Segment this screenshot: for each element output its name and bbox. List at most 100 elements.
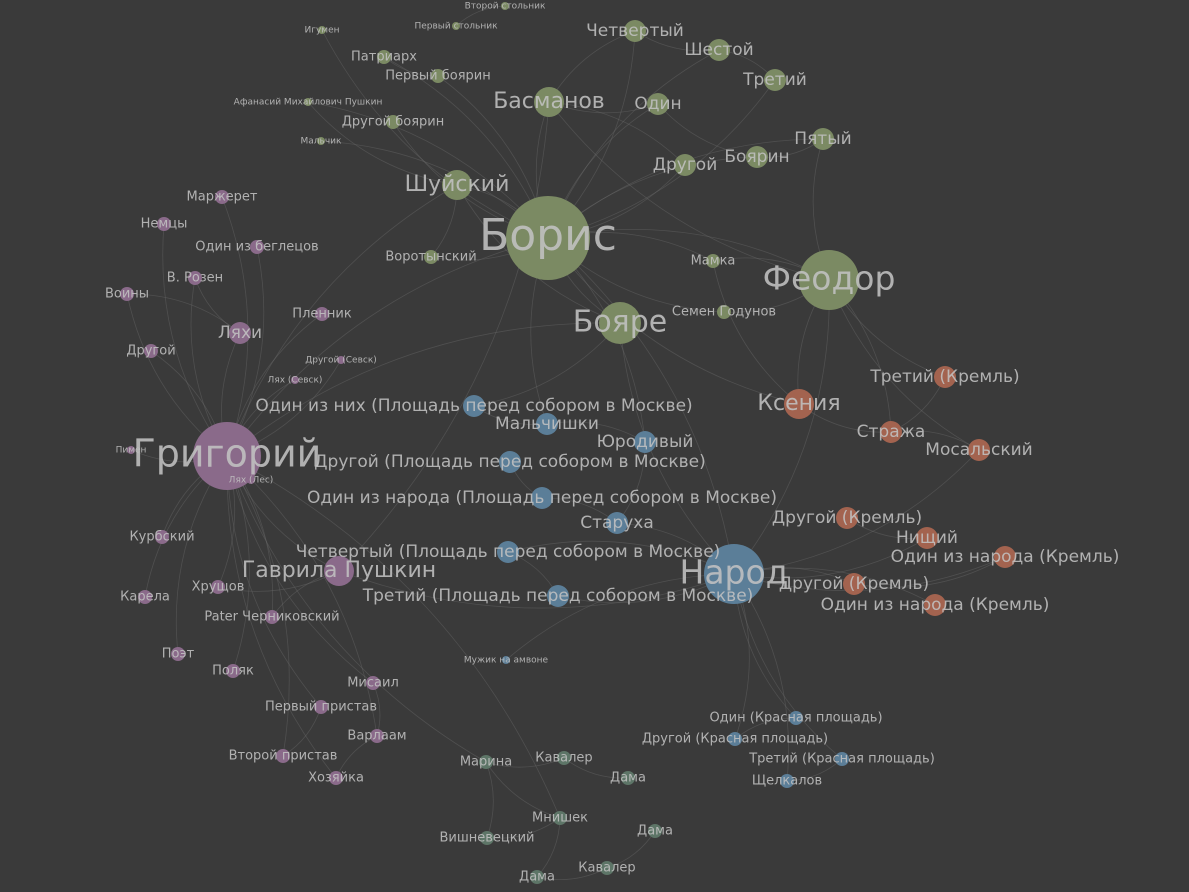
node-label-pater: Pater Черниковский (204, 610, 339, 625)
node-dama-1[interactable] (621, 771, 635, 785)
node-polyak[interactable] (226, 664, 240, 678)
node-lyakh-les[interactable] (247, 476, 255, 484)
node-kavaler-1[interactable] (557, 751, 571, 765)
node-rozen[interactable] (188, 271, 202, 285)
node-shestoy[interactable] (708, 39, 730, 61)
node-pyaty[interactable] (812, 128, 834, 150)
edge-grigory-perv-pristav (226, 455, 322, 708)
node-drugoy-sevsk[interactable] (337, 356, 345, 364)
node-khozyaika[interactable] (329, 771, 343, 785)
node-odin-naroda-ploshchad[interactable] (531, 487, 553, 509)
node-vishnevetsky[interactable] (480, 831, 494, 845)
edge-ksenia-mamka (712, 260, 800, 405)
node-odin-krasnaya[interactable] (789, 711, 803, 725)
node-boyarin[interactable] (746, 146, 768, 168)
edge-grigory-mnishek (226, 455, 561, 819)
edge-feodor-narod (733, 279, 830, 575)
node-mosalsky[interactable] (968, 439, 990, 461)
edge-perv-stolnik-vtor-stolnik (455, 5, 506, 27)
node-semen[interactable] (717, 305, 731, 319)
node-chetverty-ploshchad[interactable] (497, 541, 519, 563)
node-drugoy-left[interactable] (144, 344, 158, 358)
node-nemtsy[interactable] (157, 217, 171, 231)
node-patriarkh[interactable] (377, 50, 391, 64)
node-grigory[interactable] (193, 422, 261, 490)
node-basmanov[interactable] (534, 87, 564, 117)
node-trety-krasnaya[interactable] (835, 752, 849, 766)
edge-grigory-varlaam (226, 455, 378, 737)
node-boyare[interactable] (599, 302, 641, 344)
node-nishchy[interactable] (916, 527, 938, 549)
node-varlaam[interactable] (370, 729, 384, 743)
node-malchik[interactable] (317, 137, 325, 145)
node-muzhik[interactable] (502, 656, 510, 664)
node-label-grigory: Григорий (133, 432, 322, 476)
node-pimen[interactable] (127, 446, 135, 454)
node-vorotynsky[interactable] (424, 250, 438, 264)
node-malchishki[interactable] (536, 413, 558, 435)
node-shuisky[interactable] (442, 170, 472, 200)
node-trety[interactable] (764, 69, 786, 91)
node-drugoy-ploshchad[interactable] (499, 451, 521, 473)
edge-grigory-misail (226, 455, 374, 684)
node-narod[interactable] (704, 544, 764, 604)
node-plennik[interactable] (315, 307, 329, 321)
node-starukha[interactable] (606, 512, 628, 534)
node-feodor[interactable] (799, 250, 859, 310)
node-karela[interactable] (138, 590, 152, 604)
node-kavaler-2[interactable] (600, 861, 614, 875)
node-lyakh-sevsk[interactable] (291, 376, 299, 384)
node-drugoy-krasnaya[interactable] (728, 732, 742, 746)
node-voiny[interactable] (120, 287, 134, 301)
node-yurodivy[interactable] (634, 431, 656, 453)
node-perv-boyarin[interactable] (431, 69, 445, 83)
node-kurbsky[interactable] (155, 530, 169, 544)
node-odin-beglets[interactable] (250, 240, 264, 254)
node-markeret[interactable] (215, 190, 229, 204)
node-odin-nikh[interactable] (463, 395, 485, 417)
node-perv-stolnik[interactable] (452, 22, 460, 30)
node-ksenia[interactable] (784, 389, 814, 419)
node-poet[interactable] (171, 647, 185, 661)
node-trety-ploshchad[interactable] (547, 585, 569, 607)
node-strazha[interactable] (880, 421, 902, 443)
node-odin-naroda-kreml-2[interactable] (924, 594, 946, 616)
edge-narod-muzhik (505, 573, 735, 661)
node-label-mnishek: Мнишек (532, 811, 588, 826)
node-label-mosalsky: Мосальский (925, 440, 1032, 460)
node-lyakhi[interactable] (229, 322, 251, 344)
node-shchelkalov[interactable] (780, 774, 794, 788)
node-label-ksenia: Ксения (757, 391, 840, 416)
node-khrushchov[interactable] (211, 580, 225, 594)
node-boris[interactable] (506, 196, 590, 280)
node-pater[interactable] (265, 610, 279, 624)
node-marina[interactable] (479, 755, 493, 769)
node-drugoy-kreml-2[interactable] (843, 573, 865, 595)
node-label-muzhik: Мужик на амвоне (464, 656, 549, 666)
node-chetverty[interactable] (624, 20, 646, 42)
node-afanasy[interactable] (304, 98, 312, 106)
node-label-drugoy-ploshchad: Другой (Площадь перед собором в Москве) (314, 452, 705, 472)
node-label-odin-krasnaya: Один (Красная площадь) (709, 711, 882, 726)
node-label-chetverty: Четвертый (586, 21, 684, 41)
node-drugoy-kreml-1[interactable] (836, 507, 858, 529)
node-label-odin-beglets: Один из беглецов (195, 240, 318, 255)
node-mnishek[interactable] (553, 811, 567, 825)
node-vtor-pristav[interactable] (276, 749, 290, 763)
node-label-khrushchov: Хрущов (192, 580, 245, 595)
node-vtor-stolnik[interactable] (501, 2, 509, 10)
node-odin[interactable] (647, 93, 669, 115)
node-gavrila[interactable] (324, 556, 354, 586)
node-misail[interactable] (366, 676, 380, 690)
node-odin-naroda-kreml-1[interactable] (994, 546, 1016, 568)
node-label-boyare: Бояре (573, 305, 667, 340)
node-drugoy-top[interactable] (674, 154, 696, 176)
node-perv-pristav[interactable] (314, 700, 328, 714)
node-trety-kreml[interactable] (934, 366, 956, 388)
node-dama-3[interactable] (530, 870, 544, 884)
node-igumen[interactable] (318, 26, 326, 34)
edge-lyakhi-voiny (126, 293, 241, 334)
node-drug-boyarin[interactable] (386, 115, 400, 129)
node-dama-2[interactable] (648, 824, 662, 838)
node-mamka[interactable] (706, 254, 720, 268)
